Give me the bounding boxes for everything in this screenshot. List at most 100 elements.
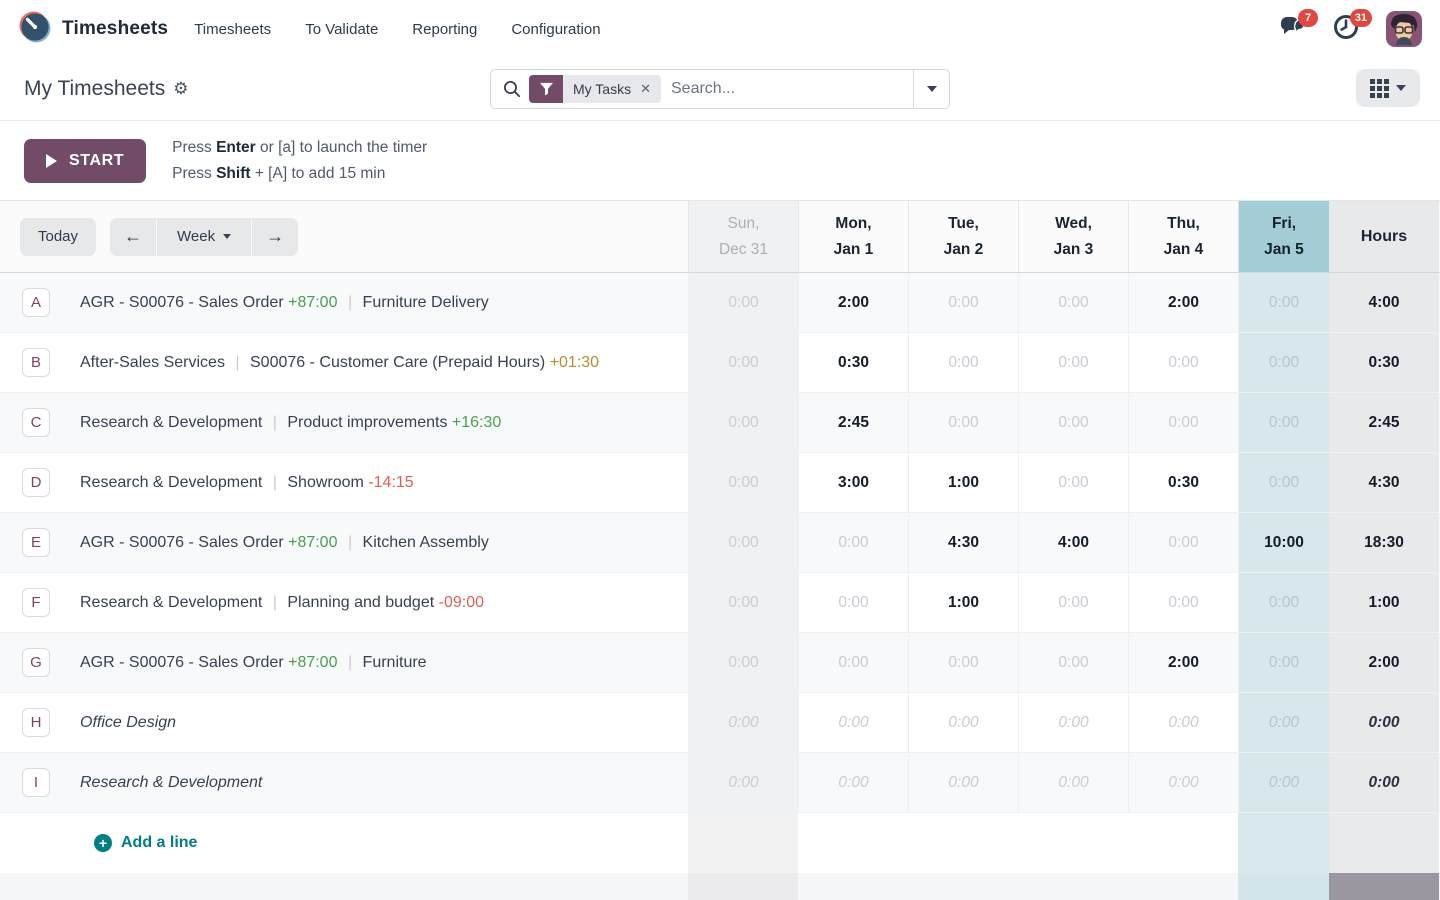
day-cell[interactable]: 0:00 xyxy=(688,453,798,512)
row-letter-badge[interactable]: I xyxy=(22,768,50,797)
row-label[interactable]: AGR - S00076 - Sales Order +87:00 | Furn… xyxy=(80,294,489,312)
day-cell[interactable]: 0:00 xyxy=(1128,753,1238,812)
day-cell[interactable]: 3:00 xyxy=(798,453,908,512)
day-cell[interactable]: 0:30 xyxy=(1128,453,1238,512)
row-label-part: Research & Development xyxy=(80,473,263,491)
day-cell[interactable]: 0:00 xyxy=(688,273,798,332)
day-cell[interactable]: 0:00 xyxy=(1018,633,1128,692)
day-cell[interactable]: 0:00 xyxy=(798,753,908,812)
day-cell[interactable]: 2:00 xyxy=(798,273,908,332)
add-a-line-button[interactable]: + Add a line xyxy=(94,834,197,852)
day-cell[interactable]: 0:00 xyxy=(1238,573,1329,632)
row-letter-badge[interactable]: B xyxy=(22,348,50,377)
day-cell[interactable]: 0:00 xyxy=(688,393,798,452)
menu-reporting[interactable]: Reporting xyxy=(412,20,478,38)
start-timer-button[interactable]: START xyxy=(24,138,147,183)
range-selector[interactable]: Week xyxy=(156,217,253,256)
arrow-right-icon[interactable]: → xyxy=(252,217,299,256)
row-label[interactable]: AGR - S00076 - Sales Order +87:00 | Furn… xyxy=(80,654,427,672)
day-cell[interactable]: 0:00 xyxy=(1018,393,1128,452)
row-label[interactable]: After-Sales Services | S00076 - Customer… xyxy=(80,354,599,372)
day-cell[interactable]: 2:00 xyxy=(1128,633,1238,692)
close-icon[interactable]: ✕ xyxy=(640,81,651,96)
menu-to-validate[interactable]: To Validate xyxy=(305,20,379,38)
activities-button[interactable]: 31 xyxy=(1332,9,1372,43)
day-cell[interactable]: 0:00 xyxy=(1018,273,1128,332)
row-letter-badge[interactable]: F xyxy=(22,588,50,617)
day-cell[interactable]: 0:00 xyxy=(908,393,1018,452)
day-cell[interactable]: 0:00 xyxy=(908,333,1018,392)
day-cell[interactable]: 0:00 xyxy=(1018,333,1128,392)
day-cell[interactable]: 0:00 xyxy=(1238,633,1329,692)
date-column-header[interactable]: Thu, Jan 4 xyxy=(1128,201,1238,272)
day-cell[interactable]: 0:00 xyxy=(1238,333,1329,392)
row-letter-badge[interactable]: H xyxy=(22,708,50,737)
app-brand[interactable]: Timesheets xyxy=(18,10,168,49)
menu-configuration[interactable]: Configuration xyxy=(511,20,601,38)
date-column-header[interactable]: Fri, Jan 5 xyxy=(1238,201,1329,272)
day-cell[interactable]: 0:00 xyxy=(908,273,1018,332)
day-cell[interactable]: 1:00 xyxy=(908,573,1018,632)
day-cell[interactable]: 4:30 xyxy=(908,513,1018,572)
date-column-header[interactable]: Sun, Dec 31 xyxy=(688,201,798,272)
day-cell[interactable]: 0:00 xyxy=(1018,753,1128,812)
date-column-header[interactable]: Mon, Jan 1 xyxy=(798,201,908,272)
day-cell[interactable]: 0:00 xyxy=(688,513,798,572)
day-cell[interactable]: 0:00 xyxy=(688,753,798,812)
day-cell[interactable]: 0:00 xyxy=(1238,453,1329,512)
day-cell[interactable]: 0:00 xyxy=(1238,273,1329,332)
row-label[interactable]: Research & Development | Showroom -14:15 xyxy=(80,474,414,492)
day-cell[interactable]: 0:00 xyxy=(798,633,908,692)
day-cell[interactable]: 0:00 xyxy=(688,573,798,632)
day-cell[interactable]: 0:00 xyxy=(688,633,798,692)
day-cell[interactable]: 4:00 xyxy=(1018,513,1128,572)
date-column-header[interactable]: Wed, Jan 3 xyxy=(1018,201,1128,272)
row-letter-badge[interactable]: A xyxy=(22,288,50,317)
row-letter-badge[interactable]: E xyxy=(22,528,50,557)
day-cell[interactable]: 0:00 xyxy=(1128,393,1238,452)
day-cell[interactable]: 0:00 xyxy=(798,693,908,752)
search-input[interactable] xyxy=(661,80,913,98)
row-label[interactable]: Research & Development | Planning and bu… xyxy=(80,594,484,612)
day-cell[interactable]: 2:45 xyxy=(798,393,908,452)
day-cell[interactable]: 0:00 xyxy=(1238,753,1329,812)
day-cell[interactable]: 0:00 xyxy=(908,753,1018,812)
messages-button[interactable]: 7 xyxy=(1278,9,1318,43)
day-cell[interactable]: 0:00 xyxy=(1018,453,1128,512)
day-cell[interactable]: 0:00 xyxy=(688,333,798,392)
day-cell[interactable]: 0:00 xyxy=(908,693,1018,752)
day-cell[interactable]: 0:00 xyxy=(1128,333,1238,392)
day-cell[interactable]: 0:00 xyxy=(1128,573,1238,632)
day-cell[interactable]: 0:00 xyxy=(688,693,798,752)
day-cell[interactable]: 1:00 xyxy=(908,453,1018,512)
arrow-left-icon[interactable]: ← xyxy=(110,217,157,256)
day-cell[interactable]: 0:00 xyxy=(1128,693,1238,752)
search-dropdown-toggle[interactable] xyxy=(913,70,949,108)
avatar[interactable] xyxy=(1386,11,1422,47)
day-cell[interactable]: 0:00 xyxy=(1128,513,1238,572)
menu-timesheets[interactable]: Timesheets xyxy=(194,20,272,38)
day-cell[interactable]: 2:00 xyxy=(1128,273,1238,332)
row-label[interactable]: Research & Development xyxy=(80,774,262,792)
today-button[interactable]: Today xyxy=(20,217,97,256)
row-label[interactable]: Office Design xyxy=(80,714,176,732)
day-cell[interactable]: 0:00 xyxy=(1018,573,1128,632)
day-cell[interactable]: 0:00 xyxy=(908,633,1018,692)
day-cell[interactable]: 10:00 xyxy=(1238,513,1329,572)
day-cell[interactable]: 0:00 xyxy=(1018,693,1128,752)
day-cell[interactable]: 0:00 xyxy=(798,513,908,572)
row-letter-badge[interactable]: C xyxy=(22,408,50,437)
date-column-header[interactable]: Tue, Jan 2 xyxy=(908,201,1018,272)
day-cell[interactable]: 0:00 xyxy=(1238,393,1329,452)
empty-cell xyxy=(908,813,1018,873)
row-label[interactable]: Research & Development | Product improve… xyxy=(80,414,501,432)
row-letter-badge[interactable]: G xyxy=(22,648,50,677)
row-letter-badge[interactable]: D xyxy=(22,468,50,497)
row-total-cell: 0:00 xyxy=(1329,693,1439,752)
day-cell[interactable]: 0:00 xyxy=(798,573,908,632)
view-switcher-button[interactable] xyxy=(1356,69,1420,107)
day-cell[interactable]: 0:00 xyxy=(1238,693,1329,752)
gear-icon[interactable]: ⚙ xyxy=(173,79,189,98)
day-cell[interactable]: 0:30 xyxy=(798,333,908,392)
row-label[interactable]: AGR - S00076 - Sales Order +87:00 | Kitc… xyxy=(80,534,489,552)
